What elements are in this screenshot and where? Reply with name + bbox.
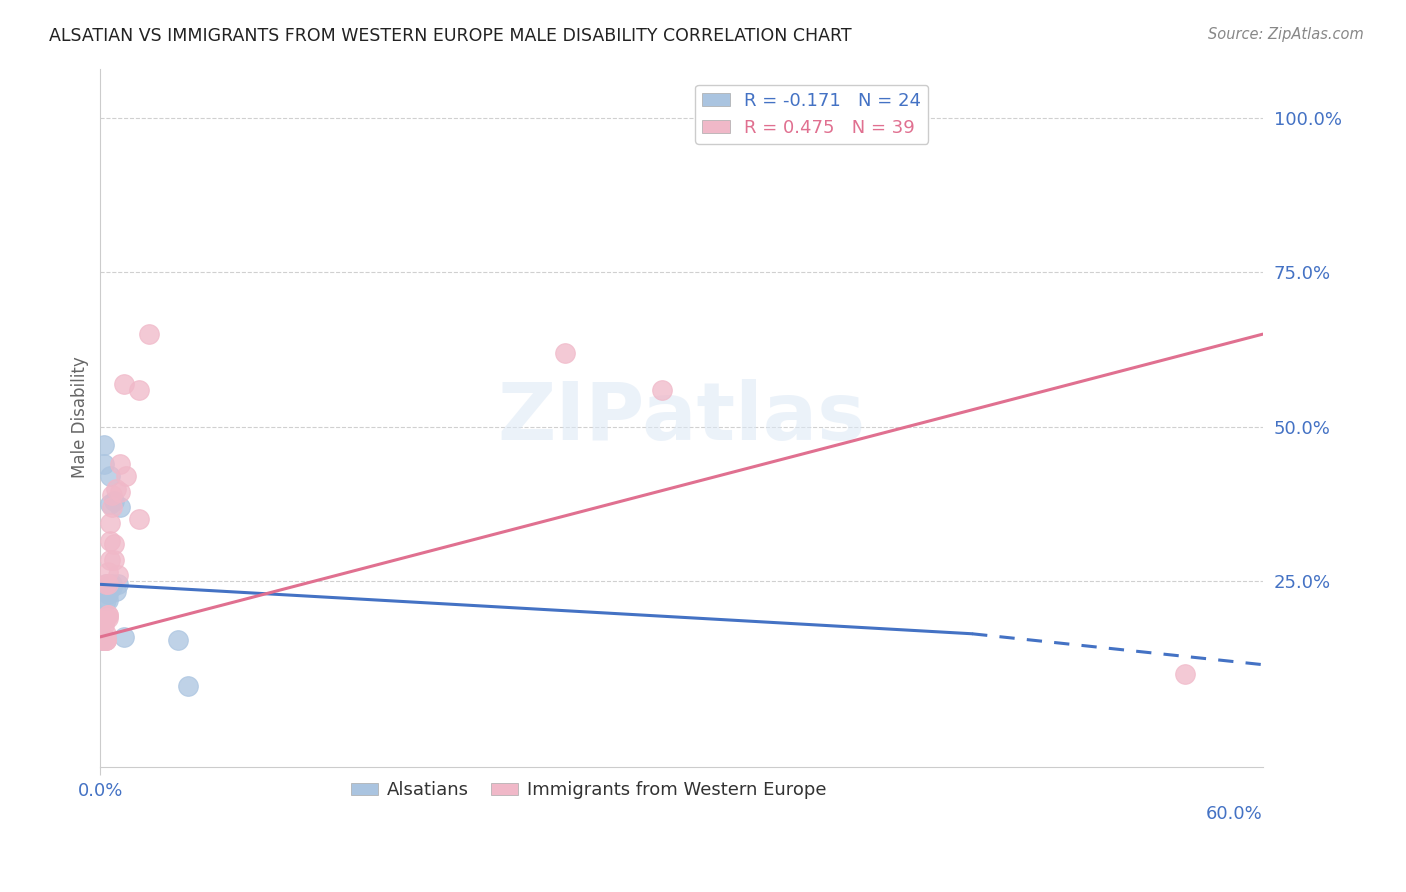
Point — [98, 497, 121, 511]
Point — [97, 592, 120, 607]
Point — [93, 617, 115, 632]
Point — [114, 469, 136, 483]
Point — [96, 632, 118, 647]
Point — [101, 577, 124, 591]
Point — [101, 488, 124, 502]
Point — [112, 376, 135, 391]
Point — [91, 632, 114, 647]
Point — [96, 577, 118, 591]
Point — [91, 630, 114, 644]
Point — [97, 583, 120, 598]
Point — [112, 630, 135, 644]
Point — [138, 327, 160, 342]
Point — [97, 608, 120, 623]
Point — [93, 632, 115, 647]
Point — [97, 608, 120, 623]
Point — [98, 552, 121, 566]
Point — [96, 611, 118, 625]
Point — [98, 534, 121, 549]
Point — [97, 611, 120, 625]
Point — [107, 577, 129, 591]
Point — [93, 632, 115, 647]
Text: ZIPatlas: ZIPatlas — [498, 378, 866, 457]
Text: ALSATIAN VS IMMIGRANTS FROM WESTERN EUROPE MALE DISABILITY CORRELATION CHART: ALSATIAN VS IMMIGRANTS FROM WESTERN EURO… — [49, 27, 852, 45]
Point — [96, 581, 118, 595]
Point — [128, 512, 150, 526]
Point — [1174, 667, 1197, 681]
Point — [107, 568, 129, 582]
Point — [103, 537, 125, 551]
Point — [96, 577, 118, 591]
Point — [96, 583, 118, 598]
Text: Source: ZipAtlas.com: Source: ZipAtlas.com — [1208, 27, 1364, 42]
Point — [97, 586, 120, 600]
Point — [103, 552, 125, 566]
Point — [97, 581, 120, 595]
Point — [166, 632, 188, 647]
Point — [96, 632, 118, 647]
Point — [108, 484, 131, 499]
Point — [93, 457, 115, 471]
Point — [651, 383, 673, 397]
Point — [91, 632, 114, 647]
Point — [128, 383, 150, 397]
Point — [104, 482, 127, 496]
Point — [101, 500, 124, 515]
Point — [96, 592, 118, 607]
Text: 60.0%: 60.0% — [1206, 805, 1263, 823]
Point — [93, 632, 115, 647]
Point — [97, 577, 120, 591]
Point — [108, 457, 131, 471]
Point — [98, 469, 121, 483]
Point — [103, 494, 125, 508]
Point — [96, 632, 118, 647]
Point — [97, 581, 120, 595]
Point — [176, 679, 198, 693]
Point — [93, 630, 115, 644]
Point — [93, 438, 115, 452]
Point — [108, 500, 131, 515]
Point — [554, 345, 576, 359]
Point — [96, 627, 118, 641]
Y-axis label: Male Disability: Male Disability — [72, 357, 89, 478]
Point — [93, 632, 115, 647]
Point — [101, 581, 124, 595]
Legend: Alsatians, Immigrants from Western Europe: Alsatians, Immigrants from Western Europ… — [343, 774, 834, 806]
Point — [97, 565, 120, 579]
Point — [96, 583, 118, 598]
Point — [98, 516, 121, 530]
Point — [855, 111, 877, 125]
Point — [104, 583, 127, 598]
